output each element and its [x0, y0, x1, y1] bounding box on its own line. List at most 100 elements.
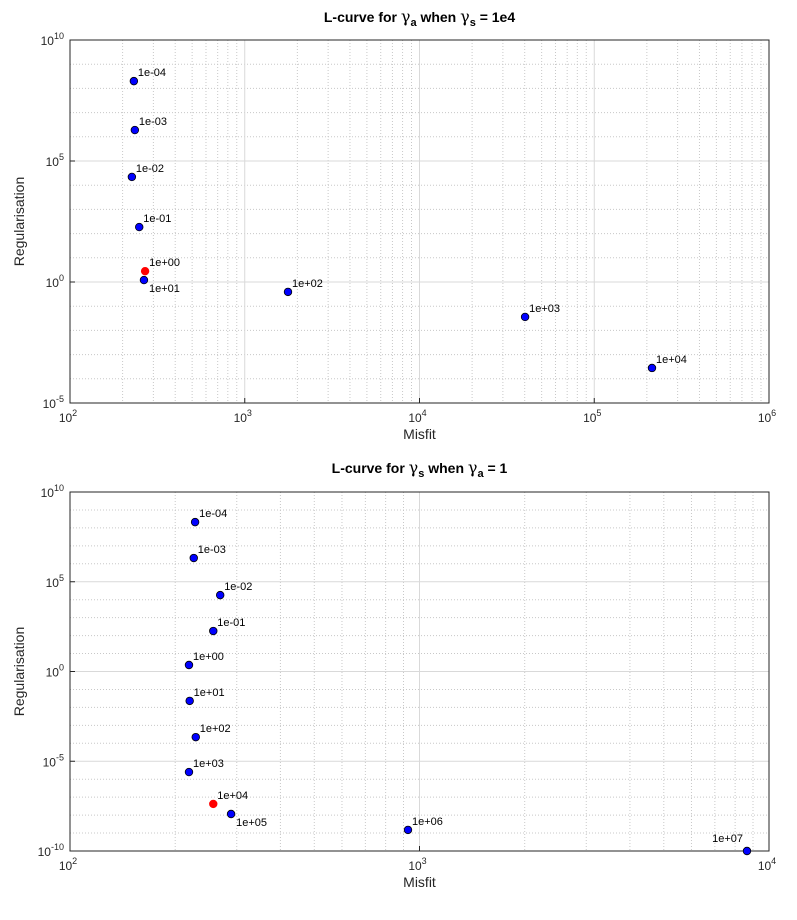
- y-tick-label: 105: [46, 152, 64, 169]
- title-suffix: = 1: [484, 460, 508, 476]
- data-point-label: 1e+07: [712, 833, 743, 845]
- tick-base: 10: [46, 276, 60, 290]
- tick-base: 10: [408, 411, 422, 425]
- x-axis-label: Misfit: [403, 426, 436, 442]
- y-tick-label: 10-10: [38, 842, 64, 859]
- tick-base: 10: [758, 859, 772, 873]
- x-tick-label: 106: [758, 408, 776, 425]
- tick-base: 10: [43, 397, 57, 411]
- tick-base: 10: [59, 411, 73, 425]
- tick-base: 10: [38, 845, 52, 859]
- tick-base: 10: [758, 411, 772, 425]
- tick-base: 10: [583, 411, 597, 425]
- tick-base: 10: [41, 34, 55, 48]
- x-tick-label: 103: [234, 408, 252, 425]
- axes-box: [69, 39, 770, 404]
- chart-title: L-curve for γs when γa = 1: [332, 458, 508, 480]
- data-point: [129, 76, 139, 86]
- y-tick-label: 10-5: [43, 394, 64, 411]
- title-mid: when: [424, 460, 468, 476]
- data-point: [520, 312, 530, 322]
- gamma-symbol: γ: [460, 7, 470, 26]
- data-point: [184, 767, 194, 777]
- y-axis-label: Regularisation: [11, 627, 27, 717]
- data-point-label: 1e+02: [292, 278, 323, 290]
- title-prefix: L-curve for: [332, 460, 409, 476]
- tick-exponent: 4: [771, 856, 776, 866]
- data-point: [139, 275, 149, 285]
- x-tick-label: 104: [758, 856, 776, 873]
- data-point: [403, 825, 413, 835]
- tick-base: 10: [59, 859, 73, 873]
- data-point: [127, 172, 137, 182]
- tick-exponent: 3: [422, 856, 427, 866]
- data-point-label: 1e+04: [656, 354, 687, 366]
- gamma-symbol: γ: [401, 7, 411, 26]
- data-point: [189, 553, 198, 563]
- title-subscript: s: [470, 17, 476, 29]
- data-point-label: 1e-04: [138, 67, 166, 79]
- tick-exponent: -5: [56, 752, 64, 762]
- data-point-label: 1e+03: [193, 758, 224, 770]
- data-point: [191, 732, 200, 742]
- data-point: [742, 846, 752, 856]
- tick-exponent: 4: [422, 408, 427, 418]
- data-point: [184, 660, 194, 670]
- data-point-label: 1e-01: [143, 213, 171, 225]
- tick-exponent: 5: [596, 408, 601, 418]
- tick-exponent: 10: [54, 31, 64, 41]
- data-point-label: 1e-03: [139, 116, 167, 128]
- y-tick-label: 1010: [41, 483, 64, 500]
- tick-base: 10: [408, 859, 422, 873]
- tick-exponent: 5: [59, 573, 64, 583]
- data-point-label: 1e+03: [529, 303, 560, 315]
- tick-exponent: 6: [771, 408, 776, 418]
- data-point: [226, 809, 236, 819]
- data-point: [185, 696, 194, 706]
- y-tick-label: 105: [46, 573, 64, 590]
- data-point: [190, 517, 200, 527]
- data-point: [215, 590, 225, 600]
- x-tick-label: 102: [59, 856, 77, 873]
- x-tick-label: 105: [583, 408, 601, 425]
- data-point: [209, 626, 218, 636]
- title-mid: when: [417, 9, 461, 25]
- data-point: [647, 363, 657, 373]
- axes-box: [69, 491, 770, 852]
- data-point-label: 1e+04: [217, 790, 248, 802]
- tick-base: 10: [46, 576, 60, 590]
- selected-data-point: [209, 799, 218, 809]
- tick-base: 10: [43, 755, 57, 769]
- tick-exponent: 2: [72, 408, 77, 418]
- title-subscript: a: [410, 17, 417, 29]
- y-tick-label: 100: [46, 273, 64, 290]
- tick-exponent: 10: [54, 483, 64, 493]
- data-point-label: 1e+00: [193, 651, 224, 663]
- data-point-label: 1e-01: [217, 617, 245, 629]
- data-point-label: 1e+02: [200, 723, 231, 735]
- tick-exponent: 3: [247, 408, 252, 418]
- y-tick-label: 10-5: [43, 752, 64, 769]
- y-tick-label: 1010: [41, 31, 64, 48]
- y-tick-label: 100: [46, 663, 64, 680]
- data-point-label: 1e-02: [136, 163, 164, 175]
- data-point-label: 1e+05: [236, 817, 267, 829]
- title-suffix: = 1e4: [476, 9, 516, 25]
- chart-title: L-curve for γa when γs = 1e4: [324, 7, 515, 29]
- data-point-label: 1e-04: [199, 508, 227, 520]
- data-point: [130, 125, 140, 135]
- data-point-label: 1e+01: [149, 283, 180, 295]
- gamma-symbol: γ: [468, 458, 478, 477]
- data-point-label: 1e+00: [149, 257, 180, 269]
- tick-exponent: 5: [59, 152, 64, 162]
- data-point-label: 1e+01: [194, 687, 225, 699]
- data-point: [283, 287, 293, 297]
- x-tick-label: 102: [59, 408, 77, 425]
- data-point-label: 1e-02: [224, 581, 252, 593]
- tick-base: 10: [234, 411, 248, 425]
- tick-exponent: -10: [51, 842, 64, 852]
- tick-exponent: 0: [59, 273, 64, 283]
- tick-exponent: -5: [56, 394, 64, 404]
